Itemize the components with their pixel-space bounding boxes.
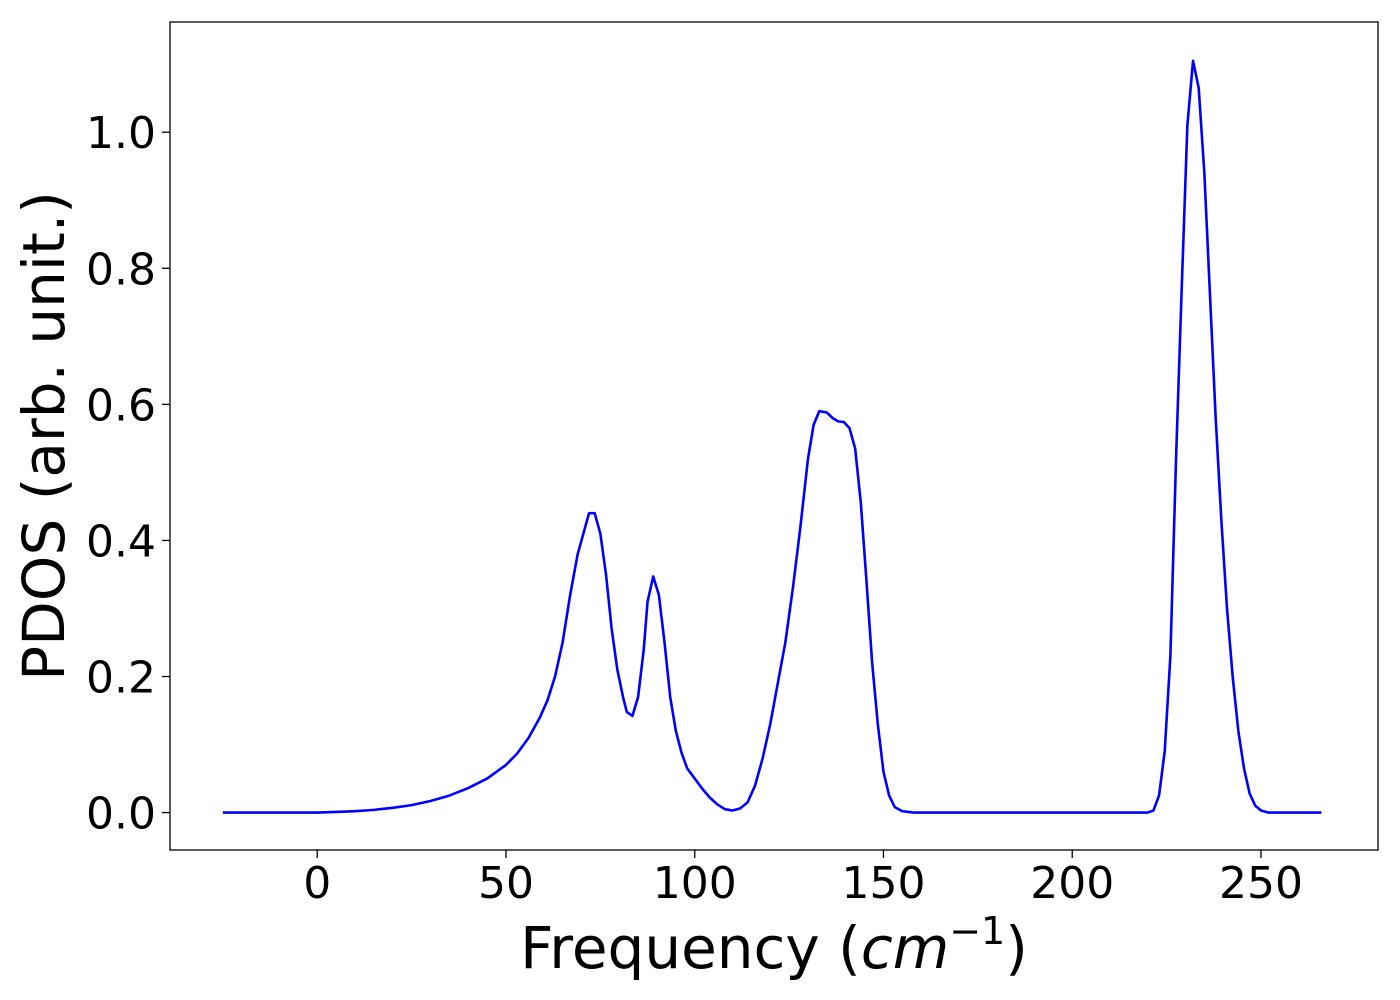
x-tick-label: 150 — [841, 858, 925, 909]
y-tick-label: 0.8 — [86, 244, 156, 295]
pdos-series-line — [222, 59, 1322, 814]
x-tick-label: 50 — [478, 858, 534, 909]
y-tick-label: 0.6 — [86, 380, 156, 431]
plot-area — [169, 21, 1379, 851]
x-tick-label: 250 — [1219, 858, 1303, 909]
y-tick-label: 0.0 — [86, 789, 156, 840]
y-tick-label: 0.4 — [86, 516, 156, 567]
series-layer — [222, 59, 1322, 814]
x-tick-label: 100 — [653, 858, 737, 909]
x-axis-ticks: 0 50 100 150 200 250 — [303, 850, 1303, 909]
y-axis-label: PDOS (arb. unit.) — [10, 191, 78, 681]
x-tick-label: 200 — [1030, 858, 1114, 909]
y-axis-ticks: 0.0 0.2 0.4 0.6 0.8 1.0 — [86, 108, 170, 840]
x-tick-label: 0 — [303, 858, 331, 909]
y-tick-label: 0.2 — [86, 653, 156, 704]
x-axis-label: Frequency (cm−1) — [520, 909, 1028, 982]
y-tick-label: 1.0 — [86, 108, 156, 159]
